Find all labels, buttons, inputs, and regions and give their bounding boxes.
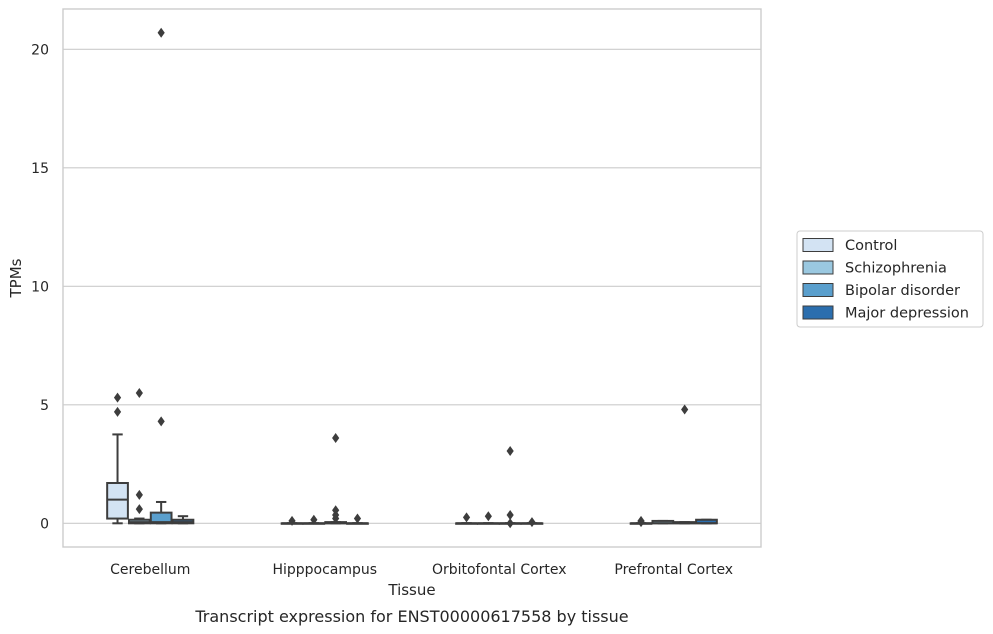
x-tick-label: Hipppocampus [272,562,377,578]
box-2-0 [149,27,173,525]
outlier-point [135,504,143,515]
box-2-2 [498,446,522,529]
box-iqr [106,482,129,520]
legend-items: Control Schizophrenia Bipolar disorder Majo… [802,238,969,322]
outlier-point [113,392,122,403]
box-0-3 [629,515,653,528]
y-tick-label: 15 [31,161,49,177]
outlier-point [310,514,318,525]
outlier-point [157,416,165,427]
outlier-point [506,510,514,521]
legend: Control Schizophrenia Bipolar disorder Majo… [796,230,984,328]
x-tick-label: Orbitofontal Cortex [432,562,567,578]
y-tick-label: 10 [31,279,49,295]
box-iqr [149,511,173,525]
legend-swatch [802,260,834,275]
box-1-2 [476,511,500,525]
box-0-2 [455,512,478,525]
legend-label: Control [845,238,897,254]
box-0-1 [280,515,304,526]
box-0-0 [106,392,129,525]
plot-frame [62,8,762,548]
y-axis-label: TPMs [7,258,25,298]
plot-area [63,9,761,547]
legend-label: Schizophrenia [845,261,947,277]
box-1-1 [302,514,326,525]
outlier-point [135,387,143,398]
outlier-point [113,406,122,417]
box-3-1 [346,513,369,525]
y-tick-label: 5 [40,398,49,414]
y-tick-labels: 0 5 10 15 20 [31,42,49,532]
x-tick-label: Cerebellum [110,562,190,578]
legend-swatch [802,238,834,252]
box-3-0 [171,515,195,525]
outlier-point [506,518,514,529]
outlier-point [484,511,492,522]
x-axis-label: Tissue [387,581,435,599]
outlier-point [506,446,514,457]
legend-swatch [802,283,834,297]
legend-label: Major depression [845,306,969,322]
box-1-3 [651,519,675,525]
box-series [106,27,718,529]
legend-frame [796,230,984,328]
outlier-point [288,515,296,526]
box-2-1 [324,432,348,525]
x-tick-labels: Cerebellum Hipppocampus Orbitofontal Corte… [110,562,733,578]
outlier-point [135,489,143,500]
outlier-point [637,515,645,526]
box-2-3 [673,404,697,525]
outlier-point [353,513,362,524]
outlier-point [528,517,536,528]
outlier-point [332,505,340,516]
outlier-point [157,27,165,38]
box-1-0 [127,387,151,525]
legend-swatch [802,305,834,320]
outlier-point [462,512,471,523]
legend-label: Bipolar disorder [845,283,960,299]
y-tick-label: 20 [31,42,49,58]
box-3-3 [695,518,718,525]
x-tick-label: Prefrontal Cortex [614,562,733,578]
outlier-point [681,404,689,415]
outlier-point [332,432,340,443]
box-3-2 [520,517,544,528]
y-tick-label: 0 [40,516,49,532]
chart-caption: Transcript expression for ENST0000061755… [194,607,628,626]
